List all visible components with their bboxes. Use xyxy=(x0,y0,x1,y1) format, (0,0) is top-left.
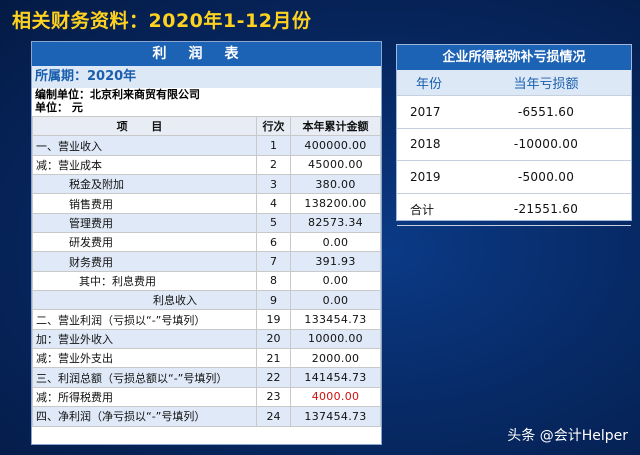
tax-loss-title: 企业所得税弥补亏损情况 xyxy=(397,45,631,70)
table-row: 减：营业成本 2 45000.00 xyxy=(32,154,381,176)
row-amount: 0.00 xyxy=(290,290,381,311)
table-row: 减：营业外支出 21 2000.00 xyxy=(32,348,381,369)
row-no: 5 xyxy=(256,212,291,234)
row-item: 减：营业外支出 xyxy=(32,348,257,369)
table-row: 一、营业收入 1 400000.00 xyxy=(32,135,381,156)
period-label: 所属期：2020年 xyxy=(32,66,381,88)
row-item: 管理费用 xyxy=(32,212,257,234)
row-no: 2 xyxy=(256,154,291,176)
row-amount: 138200.00 xyxy=(290,193,381,214)
row-no: 4 xyxy=(256,193,291,214)
row-item: 一、营业收入 xyxy=(32,135,257,156)
loss-year: 2017 xyxy=(397,95,461,129)
row-amount: 133454.73 xyxy=(290,309,381,330)
row-amount: 380.00 xyxy=(290,174,381,195)
tax-loss-row: 2019 -5000.00 xyxy=(397,160,631,194)
row-amount: 400000.00 xyxy=(290,135,381,156)
row-item: 二、营业利润（亏损以“-”号填列） xyxy=(32,309,257,330)
unit-label: 单位： 元 xyxy=(35,101,83,114)
header-row-no: 行次 xyxy=(256,115,291,137)
table-row: 二、营业利润（亏损以“-”号填列） 19 133454.73 xyxy=(32,309,381,330)
tax-loss-row: 2017 -6551.60 xyxy=(397,95,631,129)
table-row: 财务费用 7 391.93 xyxy=(32,251,381,272)
table-row: 税金及附加 3 380.00 xyxy=(32,174,381,195)
row-no: 23 xyxy=(256,386,291,408)
tax-loss-header-row: 年份 当年亏损额 xyxy=(397,70,631,96)
loss-amount: -6551.60 xyxy=(461,95,631,129)
row-no: 21 xyxy=(256,348,291,369)
tax-loss-table: 年份 当年亏损额 2017 -6551.60 2018 -10000.00 2019 -5… xyxy=(397,70,631,226)
tax-loss-panel: 企业所得税弥补亏损情况 年份 当年亏损额 2017 -6551.60 2018 -10… xyxy=(396,44,632,226)
row-amount: 391.93 xyxy=(290,251,381,272)
row-amount: 82573.34 xyxy=(290,212,381,234)
row-amount: 141454.73 xyxy=(290,367,381,388)
row-amount: 137454.73 xyxy=(290,406,381,427)
row-no: 7 xyxy=(256,251,291,272)
table-row: 三、利润总额（亏损总额以“-”号填列） 22 141454.73 xyxy=(32,367,381,388)
row-item: 研发费用 xyxy=(32,232,257,253)
row-amount: 0.00 xyxy=(290,232,381,253)
row-item: 税金及附加 xyxy=(32,174,257,195)
loss-amount: -10000.00 xyxy=(461,128,631,161)
watermark: 头条 @会计Helper xyxy=(507,428,628,444)
tax-loss-row: 2018 -10000.00 xyxy=(397,128,631,161)
row-no: 24 xyxy=(256,406,291,427)
row-no: 20 xyxy=(256,328,291,350)
table-row: 销售费用 4 138200.00 xyxy=(32,193,381,214)
loss-year: 2018 xyxy=(397,128,461,161)
row-item: 三、利润总额（亏损总额以“-”号填列） xyxy=(32,367,257,388)
loss-amount: -21551.60 xyxy=(461,193,631,226)
row-no: 9 xyxy=(256,290,291,311)
company-label: 编制单位：北京利来商贸有限公司 xyxy=(35,88,200,101)
row-item: 四、净利润（净亏损以“-”号填列） xyxy=(32,406,257,427)
row-no: 19 xyxy=(256,309,291,330)
loss-amount: -5000.00 xyxy=(461,160,631,194)
row-amount: 2000.00 xyxy=(290,348,381,369)
row-item: 其中：利息费用 xyxy=(32,270,257,292)
row-item: 利息收入 xyxy=(32,290,257,311)
row-item: 加：营业外收入 xyxy=(32,328,257,350)
table-row: 利息收入 9 0.00 xyxy=(32,290,381,311)
row-no: 6 xyxy=(256,232,291,253)
table-row: 减：所得税费用 23 4000.00 xyxy=(32,386,381,408)
loss-year: 2019 xyxy=(397,160,461,194)
row-no: 1 xyxy=(256,135,291,156)
row-item: 减：所得税费用 xyxy=(32,386,257,408)
row-no: 3 xyxy=(256,174,291,195)
header-amount: 本年累计金额 xyxy=(290,115,381,137)
table-row: 研发费用 6 0.00 xyxy=(32,232,381,253)
row-amount: 4000.00 xyxy=(290,386,381,408)
row-item: 减：营业成本 xyxy=(32,154,257,176)
income-statement: 利润表 所属期：2020年 编制单位：北京利来商贸有限公司 单位： 元 项 目 … xyxy=(31,41,382,445)
header-item: 项 目 xyxy=(32,115,257,137)
table-row: 管理费用 5 82573.34 xyxy=(32,212,381,234)
row-no: 22 xyxy=(256,367,291,388)
header-year: 年份 xyxy=(397,70,461,96)
row-amount: 45000.00 xyxy=(290,154,381,176)
table-row: 四、净利润（净亏损以“-”号填列） 24 137454.73 xyxy=(32,406,381,427)
row-item: 销售费用 xyxy=(32,193,257,214)
row-no: 8 xyxy=(256,270,291,292)
header-loss: 当年亏损额 xyxy=(461,70,631,96)
table-header-row: 项 目 行次 本年累计金额 xyxy=(32,115,381,137)
row-amount: 10000.00 xyxy=(290,328,381,350)
table-row: 加：营业外收入 20 10000.00 xyxy=(32,328,381,350)
tax-loss-row: 合计 -21551.60 xyxy=(397,193,631,226)
page-title: 相关财务资料：2020年1-12月份 xyxy=(12,10,312,32)
income-table: 项 目 行次 本年累计金额 一、营业收入 1 400000.00 减：营业成本 2 450… xyxy=(32,115,381,427)
row-item: 财务费用 xyxy=(32,251,257,272)
income-statement-title: 利润表 xyxy=(32,42,381,66)
table-row: 其中：利息费用 8 0.00 xyxy=(32,270,381,292)
loss-year: 合计 xyxy=(397,193,461,226)
row-amount: 0.00 xyxy=(290,270,381,292)
